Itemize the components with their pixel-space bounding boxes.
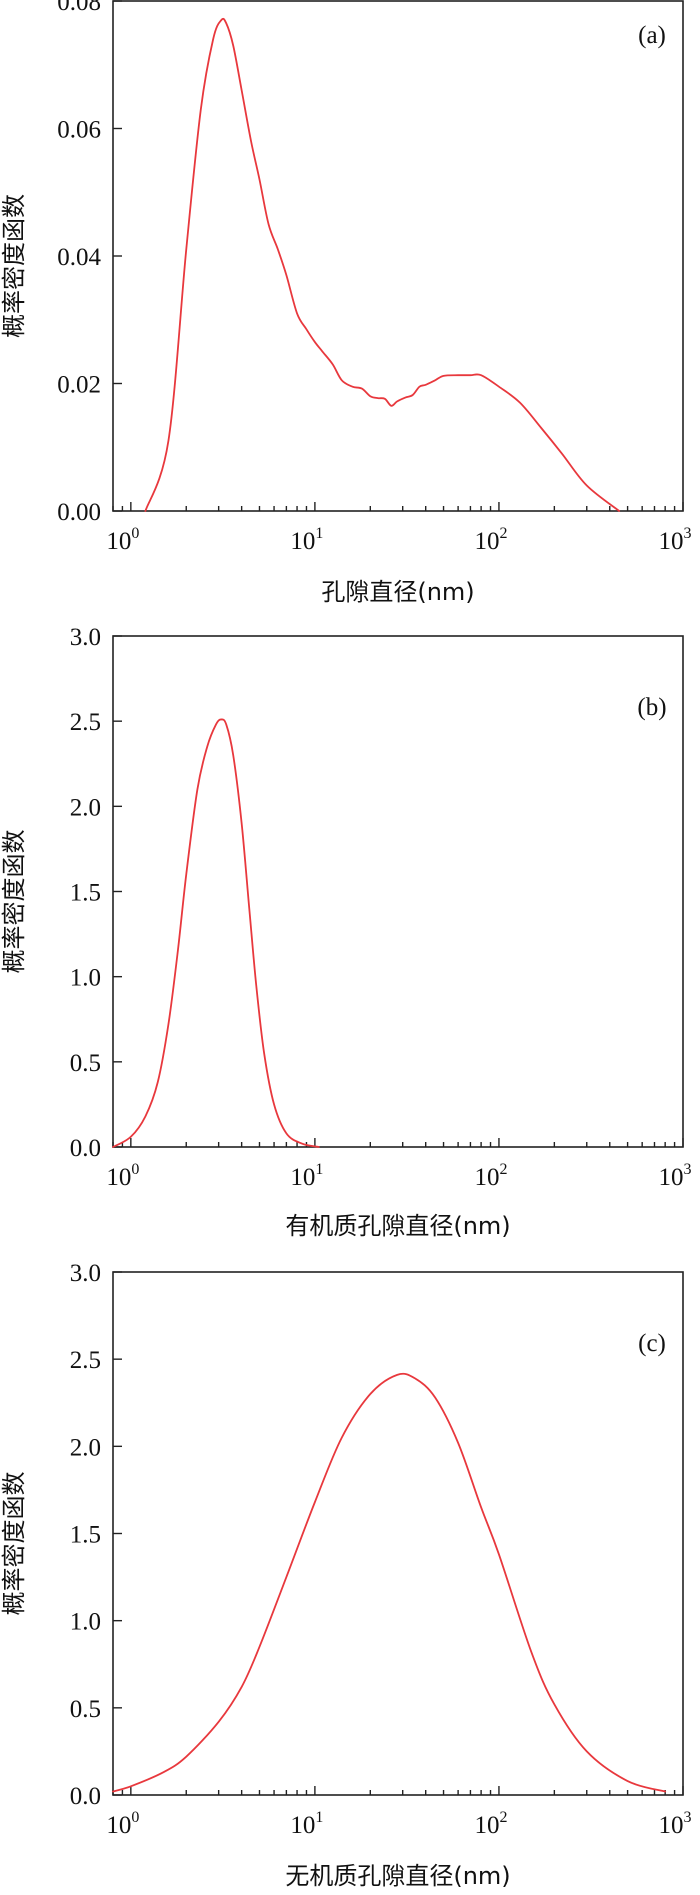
y-tick-label: 0.5 xyxy=(70,1696,101,1723)
y-tick-label: 1.0 xyxy=(70,965,101,992)
y-tick-label: 0.04 xyxy=(57,244,101,271)
series-line xyxy=(144,17,621,512)
plot-frame xyxy=(112,635,684,1148)
y-tick-label: 0.0 xyxy=(70,1135,101,1162)
y-axis-title: 概率密度函数 xyxy=(0,830,28,974)
x-tick-label: 103 xyxy=(659,1161,692,1191)
x-axis-title: 无机质孔隙直径(nm) xyxy=(285,1862,510,1890)
x-tick-label: 102 xyxy=(474,1809,507,1839)
plot-frame xyxy=(112,0,684,512)
y-tick-label: 0.02 xyxy=(57,372,101,399)
series-line xyxy=(112,718,320,1148)
y-tick-label: 0.5 xyxy=(70,1050,101,1077)
y-tick-label: 0.06 xyxy=(57,117,101,144)
x-tick-label: 102 xyxy=(474,1161,507,1191)
y-tick-label: 2.0 xyxy=(70,1434,101,1461)
x-tick-label: 100 xyxy=(106,1809,139,1839)
panel-label: (b) xyxy=(637,694,666,721)
x-axis-title: 有机质孔隙直径(nm) xyxy=(285,1212,510,1240)
y-tick-label: 2.5 xyxy=(70,709,101,736)
y-tick-label: 0.00 xyxy=(57,499,101,526)
plot-frame xyxy=(112,1271,684,1796)
x-tick-label: 101 xyxy=(290,1809,323,1839)
x-tick-label: 103 xyxy=(659,525,692,555)
x-axis-title: 孔隙直径(nm) xyxy=(321,578,474,606)
y-tick-label: 1.5 xyxy=(70,880,101,907)
x-tick-label: 102 xyxy=(474,525,507,555)
x-tick-label: 100 xyxy=(106,525,139,555)
x-tick-label: 103 xyxy=(659,1809,692,1839)
series-line xyxy=(112,1372,667,1793)
y-axis-title: 概率密度函数 xyxy=(0,194,28,338)
y-tick-label: 2.5 xyxy=(70,1347,101,1374)
y-axis-title: 概率密度函数 xyxy=(0,1472,28,1616)
y-tick-label: 1.0 xyxy=(70,1609,101,1636)
chart-panel-a: 0.00 0.02 0.04 0.06 0.08 100 101 102 103 孔隙直径(nm)… xyxy=(0,0,692,606)
y-tick-label: 0.0 xyxy=(70,1783,101,1810)
panel-label: (c) xyxy=(638,1330,666,1357)
y-tick-label: 3.0 xyxy=(70,624,101,651)
chart-panel-b: 0.0 0.5 1.0 1.5 2.0 2.5 3.0 100 101 102 103 有机质孔隙直径… xyxy=(0,624,692,1240)
x-tick-label: 101 xyxy=(290,525,323,555)
y-tick-label: 3.0 xyxy=(70,1260,101,1287)
y-tick-label: 2.0 xyxy=(70,794,101,821)
x-tick-label: 100 xyxy=(106,1161,139,1191)
y-tick-label: 1.5 xyxy=(70,1522,101,1549)
y-tick-label: 0.08 xyxy=(57,0,101,16)
panel-label: (a) xyxy=(638,22,666,49)
x-tick-label: 101 xyxy=(290,1161,323,1191)
chart-panel-c: 0.0 0.5 1.0 1.5 2.0 2.5 3.0 100 101 102 103 无机质孔隙直径… xyxy=(0,1260,692,1890)
